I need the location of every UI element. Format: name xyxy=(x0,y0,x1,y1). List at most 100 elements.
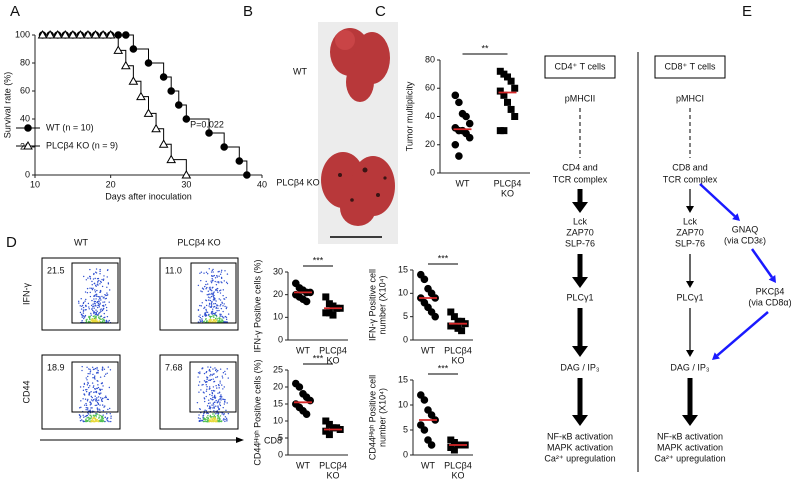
flow-dot xyxy=(205,371,207,374)
flow-dot xyxy=(84,291,87,293)
flow-dot xyxy=(215,300,217,302)
flow-dot xyxy=(90,416,92,418)
flow-dot xyxy=(97,317,100,319)
survival-step xyxy=(133,48,149,63)
flow-dot xyxy=(101,404,104,406)
flow-dot xyxy=(209,406,212,409)
flow-dot xyxy=(93,307,95,309)
flow-dot xyxy=(216,310,218,312)
flow-dot xyxy=(212,299,215,301)
data-point xyxy=(458,327,466,335)
flow-dot xyxy=(101,285,104,288)
y-tick-label: 10 xyxy=(398,288,408,298)
flow-dot xyxy=(214,318,217,320)
complex-label: TCR complex xyxy=(663,174,718,184)
flow-dot xyxy=(100,299,102,301)
flow-dot xyxy=(98,279,100,282)
flow-dot xyxy=(99,316,101,318)
flow-dot xyxy=(212,286,214,289)
flow-dot xyxy=(203,392,205,394)
flow-dot xyxy=(201,367,204,369)
flow-dot xyxy=(208,303,211,305)
flow-dot xyxy=(196,401,199,404)
flow-dot xyxy=(206,388,208,390)
flow-dot xyxy=(225,281,228,284)
flow-dot xyxy=(105,306,108,309)
flow-dot xyxy=(95,309,97,311)
flow-dot xyxy=(219,395,221,398)
data-point xyxy=(504,98,511,106)
data-point xyxy=(113,45,124,54)
flow-dot xyxy=(99,397,102,399)
panel-label: A xyxy=(10,3,20,20)
flow-dot xyxy=(213,303,215,305)
flow-dot xyxy=(96,282,99,284)
flow-dot xyxy=(216,410,219,412)
flow-dot xyxy=(218,403,221,405)
flow-dot xyxy=(213,291,215,293)
flow-dot xyxy=(84,300,86,302)
annotation: P=0.022 xyxy=(190,119,224,129)
flow-dot xyxy=(97,295,100,298)
y-axis-label: Survival rate (%) xyxy=(2,72,12,139)
flow-dot xyxy=(97,303,100,305)
flow-plot xyxy=(159,257,239,331)
flow-dot xyxy=(219,398,221,400)
flow-dot xyxy=(209,320,211,322)
flow-dot xyxy=(219,382,221,384)
flow-dot xyxy=(216,316,218,318)
flow-dot xyxy=(205,318,207,321)
flow-dot xyxy=(203,285,206,288)
flow-dot xyxy=(94,318,97,320)
flow-dot xyxy=(210,302,213,305)
flow-dot xyxy=(107,366,110,368)
flow-dot xyxy=(216,318,219,320)
flow-dot xyxy=(215,304,218,306)
flow-dot xyxy=(95,268,98,270)
flow-dot xyxy=(88,418,90,421)
flow-dot xyxy=(214,302,217,305)
survival-step xyxy=(209,132,225,147)
flow-dot xyxy=(82,302,85,305)
flow-dot xyxy=(215,385,217,387)
arrowhead xyxy=(682,415,698,426)
flow-dot xyxy=(93,376,96,378)
flow-dot xyxy=(215,413,217,415)
flow-dot xyxy=(220,269,223,272)
flow-dot xyxy=(86,417,88,419)
kinase-label: SLP-76 xyxy=(565,238,595,248)
flow-dot xyxy=(85,390,88,393)
arrowhead xyxy=(712,352,720,360)
flow-dot xyxy=(100,310,102,313)
gate xyxy=(190,262,237,324)
flow-dot xyxy=(208,399,210,401)
x-tick-label: WT xyxy=(421,460,435,470)
y-tick-label: 0 xyxy=(278,334,283,344)
flow-dot xyxy=(218,384,220,387)
data-point xyxy=(462,112,470,121)
flow-dot xyxy=(215,311,217,314)
flow-dot xyxy=(213,313,216,315)
flow-dot xyxy=(78,414,81,416)
y-axis-label: CD44ᴴⁱᵍʰ Positive cell xyxy=(367,375,377,460)
arrowhead xyxy=(572,346,588,357)
flow-dot xyxy=(97,369,99,372)
flow-dot xyxy=(203,307,205,310)
flow-dot xyxy=(101,295,103,298)
data-point xyxy=(83,29,93,39)
flow-dot xyxy=(103,301,106,303)
flow-dot xyxy=(208,293,210,295)
flow-dot xyxy=(215,314,218,317)
flow-dot xyxy=(200,320,202,323)
flow-dot xyxy=(101,318,104,320)
x-tick-label: KO xyxy=(501,188,514,198)
flow-dot xyxy=(208,313,210,316)
flow-dot xyxy=(199,371,201,373)
data-point xyxy=(136,91,146,101)
column-label: WT xyxy=(74,237,88,247)
flow-dot xyxy=(217,400,219,403)
flow-dot xyxy=(93,420,96,423)
flow-dot xyxy=(109,369,112,371)
flow-dot xyxy=(106,309,108,312)
flow-dot xyxy=(214,314,216,316)
